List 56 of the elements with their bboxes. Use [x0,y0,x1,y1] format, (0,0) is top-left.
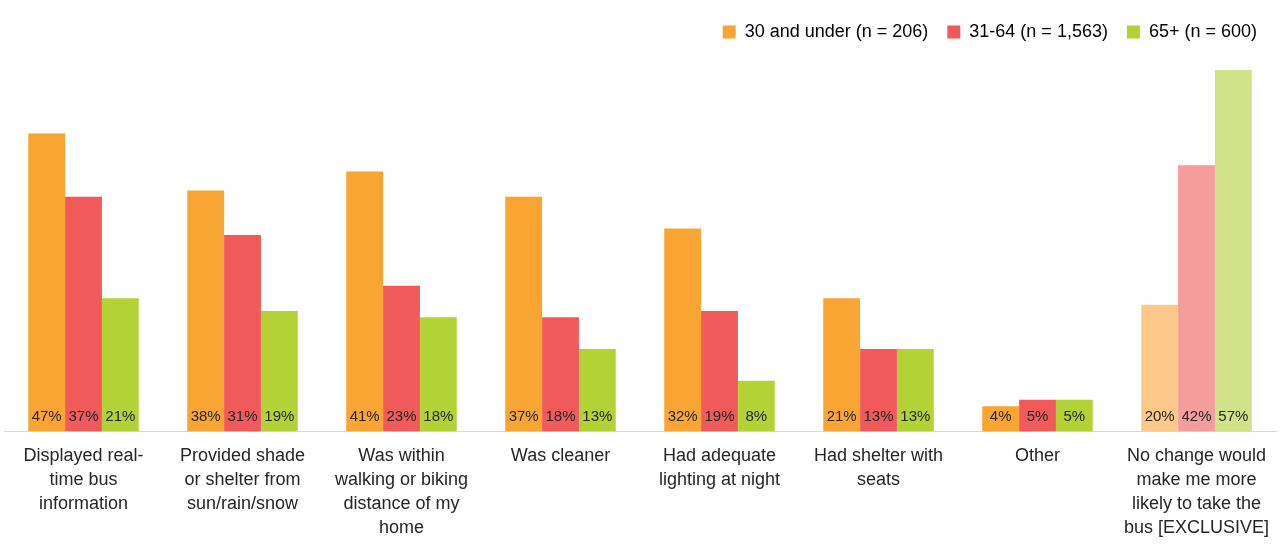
data-label: 38% [190,406,221,424]
bar [28,133,66,432]
data-label: 18% [545,406,576,424]
bar [419,317,457,432]
data-label: 37% [68,406,99,424]
data-label: 37% [508,406,539,424]
x-tick-label: Was cleaner [510,444,611,465]
legend-label: 30 and under (n = 206) [744,20,929,41]
bar [187,190,225,432]
bar [346,171,384,432]
bar [578,349,616,432]
data-label: 5% [1026,406,1049,424]
data-label: 8% [745,406,768,424]
data-label: 18% [423,406,454,424]
data-label: 23% [386,406,417,424]
bar [65,196,102,432]
x-tick-label: Other [1014,444,1061,465]
x-tick-label: No change would make me more likely to take the bus [EXCLUSIVE] [1123,444,1270,537]
bar [823,298,861,432]
bar [1214,70,1252,432]
data-label: 57% [1218,406,1249,424]
data-label: 13% [863,406,894,424]
bar [737,380,775,432]
legend-label: 31-64 (n = 1,563) [969,20,1108,41]
data-label: 13% [900,406,931,424]
bar [896,349,934,432]
data-label: 4% [989,406,1012,424]
data-label: 21% [105,406,136,424]
bar [542,317,579,432]
bar [701,311,738,432]
bar [505,196,543,432]
bar [383,285,420,432]
x-tick-label: Displayed real-time bus information [23,444,144,513]
data-label: 5% [1063,406,1086,424]
bar [664,228,702,432]
bar [1178,165,1215,432]
bar [260,311,298,432]
data-label: 42% [1181,406,1212,424]
bar [860,349,897,432]
bar [1141,304,1179,432]
x-tick-label: Was within walking or biking distance of my home [333,444,469,537]
data-label: 20% [1144,406,1175,424]
legend-label: 65+ (n = 600) [1148,20,1258,41]
data-label: 21% [826,406,857,424]
data-label: 31% [227,406,258,424]
data-label: 32% [667,406,698,424]
data-label: 41% [349,406,380,424]
bar [224,234,261,432]
x-tick-label: Had shelter with seats [813,444,944,489]
data-label: 19% [704,406,735,424]
data-label: 13% [582,406,613,424]
bar [101,298,139,432]
x-tick-label: Provided shade or shelter from sun/rain/snow [179,444,306,513]
data-label: 19% [264,406,295,424]
x-tick-label: Had adequate lighting at night [658,444,781,489]
data-label: 47% [31,406,62,424]
